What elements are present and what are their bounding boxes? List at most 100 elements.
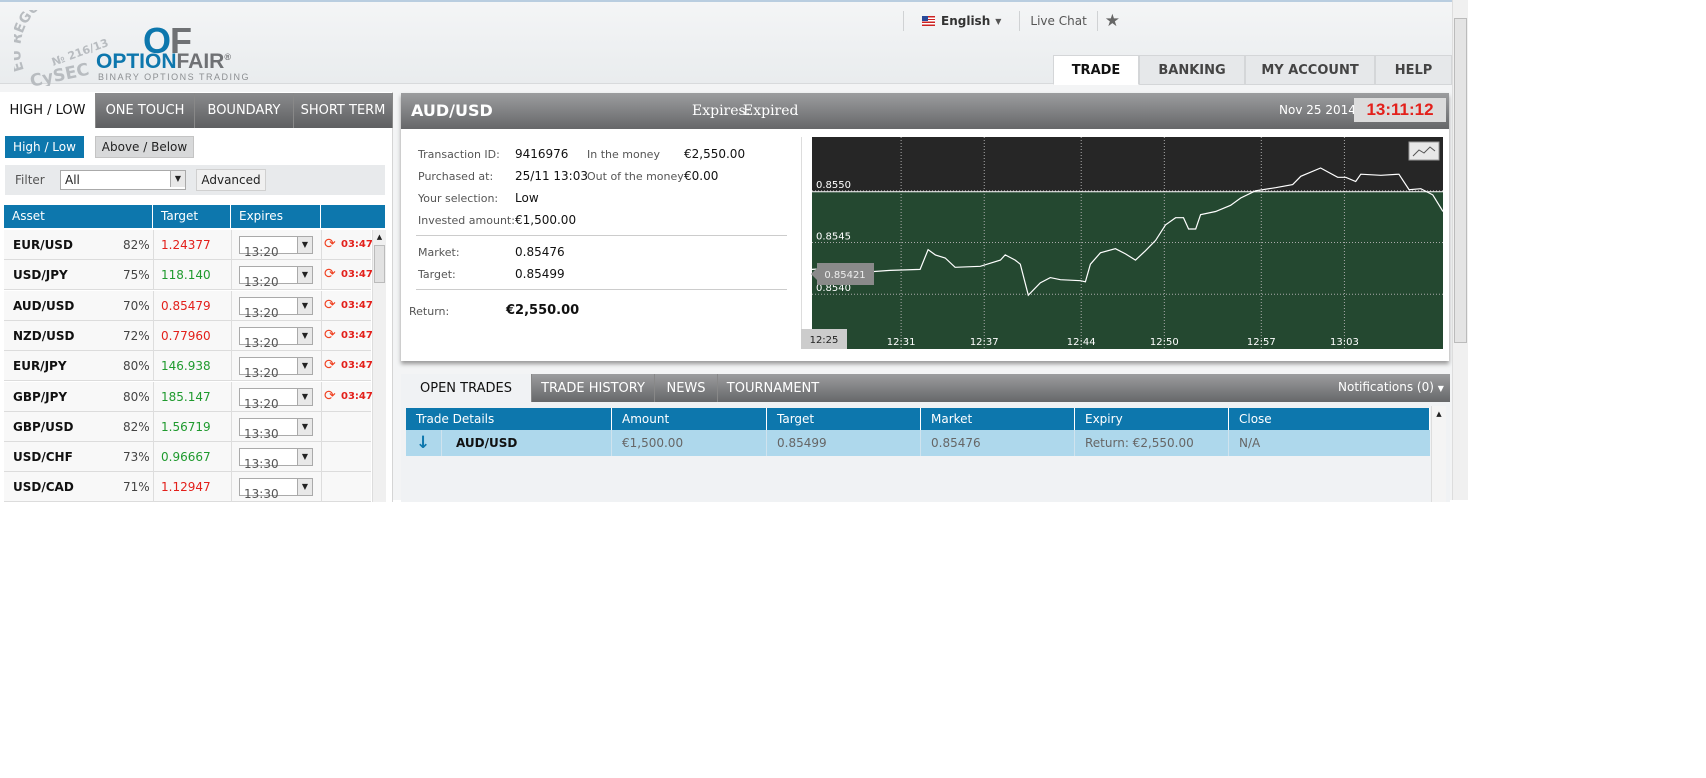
logo-tagline: BINARY OPTIONS TRADING (98, 72, 251, 82)
payout-pct: 82% (123, 419, 150, 434)
current-price-label: 0.85421 (824, 270, 865, 281)
expiry-select[interactable]: 13:30 ▼ (239, 417, 313, 441)
countdown-clock-icon: ⟳ (324, 266, 336, 283)
panel-asset: AUD/USD (411, 101, 493, 120)
start-time-label: 12:25 (810, 335, 839, 346)
expiry-select[interactable]: 13:20 ▼ (239, 357, 313, 380)
divider (416, 235, 787, 236)
subtab-above-below[interactable]: Above / Below (95, 136, 194, 158)
market-value: 0.85476 (515, 245, 565, 259)
asset-row[interactable]: USD/CAD 71% 1.12947 13:30 ▼ (4, 472, 371, 503)
filter-select[interactable]: All ▼ (60, 170, 186, 190)
page-scroll-thumb[interactable] (1454, 18, 1467, 343)
payout-pct: 75% (123, 268, 150, 283)
expiry-select[interactable]: 13:20 ▼ (239, 266, 313, 289)
trades-scrollbar[interactable]: ▲ (1431, 406, 1446, 502)
expiry-value: 13:20 (244, 396, 279, 411)
start-time-tag (801, 329, 847, 349)
dropdown-arrow-icon: ▼ (297, 358, 312, 375)
tab-tournament[interactable]: TOURNAMENT (726, 380, 820, 396)
col-target: Target (767, 408, 921, 430)
nav-tab-banking[interactable]: BANKING (1139, 55, 1245, 85)
logo-name[interactable]: OPTIONFAIR® (96, 50, 231, 73)
asset-row[interactable]: NZD/USD 72% 0.77960 13:20 ▼ ⟳ 03:47 (4, 320, 373, 351)
nav-tab-my-account[interactable]: MY ACCOUNT (1245, 55, 1375, 85)
otm-value: €0.00 (684, 169, 719, 183)
scroll-thumb[interactable] (374, 245, 385, 283)
notifications-dropdown[interactable]: Notifications (0) ▼ (1338, 380, 1444, 394)
expires-value: Expired (743, 103, 799, 119)
asset-name: AUD/USD (13, 298, 75, 313)
expiry-select[interactable]: 13:20 ▼ (239, 296, 313, 320)
payout-pct: 70% (123, 298, 150, 313)
expiry-select[interactable]: 13:20 ▼ (239, 326, 313, 350)
live-chat-link[interactable]: Live Chat (1030, 14, 1087, 28)
countdown-timer: 03:47 (341, 360, 373, 372)
expiry-select[interactable]: 13:20 ▼ (239, 236, 313, 259)
notifications-label: Notifications (0) (1338, 380, 1434, 394)
language-selector[interactable]: English ▼ (922, 14, 1001, 28)
caret-down-icon: ▼ (995, 16, 1002, 26)
chart-area-above (812, 137, 1443, 192)
filter-label: Filter (15, 173, 45, 187)
asset-row[interactable]: EUR/USD 82% 1.24377 13:20 ▼ ⟳ 03:47 (4, 230, 373, 260)
star-icon[interactable]: ★ (1104, 11, 1121, 31)
asset-list-scrollbar[interactable]: ▲ (372, 230, 386, 502)
expiry-value: 13:30 (244, 426, 279, 441)
y-tick-label: 0.8550 (816, 180, 851, 191)
scroll-up-icon[interactable]: ▲ (376, 233, 383, 241)
tab-high-low[interactable]: HIGH / LOW (0, 93, 96, 128)
payout-pct: 80% (123, 359, 150, 374)
expiry-value: 13:20 (244, 245, 279, 259)
otm-label: Out of the money (587, 170, 684, 183)
countdown-clock-icon: ⟳ (324, 326, 336, 343)
asset-row[interactable]: GBP/USD 82% 1.56719 13:30 ▼ (4, 411, 371, 442)
x-tick-label: 12:37 (970, 337, 999, 348)
expires-label: Expires: (692, 103, 751, 119)
current-price-tag (817, 263, 874, 285)
tab-open-trades[interactable]: OPEN TRADES (401, 374, 532, 402)
chart-area-below (812, 191, 1443, 349)
asset-row[interactable]: EUR/JPY 80% 146.938 13:20 ▼ ⟳ 03:47 (4, 351, 373, 382)
subtab-high-low[interactable]: High / Low (5, 136, 84, 158)
trade-target: 0.85499 (767, 430, 921, 456)
expiry-value: 13:20 (244, 335, 279, 350)
nav-tab-trade[interactable]: TRADE (1053, 55, 1139, 85)
trade-panel-header: AUD/USD Expires: Expired Nov 25 2014 13:… (401, 93, 1449, 129)
expiry-select[interactable]: 13:20 ▼ (239, 387, 313, 411)
payout-pct: 71% (123, 480, 150, 495)
tab-trade-history[interactable]: TRADE HISTORY (532, 374, 655, 402)
return-label: Return: (409, 305, 450, 318)
chart-type-button[interactable] (1408, 141, 1440, 161)
tab-short-term[interactable]: SHORT TERM (294, 93, 393, 128)
nav-tab-help[interactable]: HELP (1375, 55, 1452, 85)
tab-news[interactable]: NEWS (655, 374, 718, 402)
price-chart[interactable]: 12:31 12:37 12:44 12:50 12:57 13:03 0.8550 0.85… (801, 137, 1443, 350)
trade-expiry: Return: €2,550.00 (1075, 430, 1229, 456)
x-tick-label: 12:31 (887, 337, 916, 348)
countdown-clock-icon: ⟳ (324, 357, 336, 374)
col-market: Market (921, 408, 1075, 430)
expiry-select[interactable]: 13:30 ▼ (239, 478, 313, 501)
countdown-timer: 03:47 (341, 329, 373, 341)
itm-label: In the money (587, 148, 660, 161)
expiry-value: 13:20 (244, 275, 279, 290)
transaction-id: 9416976 (515, 147, 569, 161)
expiry-select[interactable]: 13:30 ▼ (239, 448, 313, 471)
asset-row[interactable]: GBP/JPY 80% 185.147 13:20 ▼ ⟳ 03:47 (4, 381, 373, 412)
trade-row[interactable] (406, 430, 1430, 456)
tab-one-touch[interactable]: ONE TOUCH (96, 93, 195, 128)
page-scrollbar[interactable] (1452, 0, 1468, 500)
target-price: 0.77960 (161, 328, 211, 343)
expiry-value: 13:30 (244, 487, 279, 502)
purchased-label: Purchased at: (418, 170, 494, 183)
col-timer (321, 205, 386, 228)
asset-row[interactable]: AUD/USD 70% 0.85479 13:20 ▼ ⟳ 03:47 (4, 290, 373, 321)
tab-boundary[interactable]: BOUNDARY (195, 93, 294, 128)
asset-row[interactable]: USD/JPY 75% 118.140 13:20 ▼ ⟳ 03:47 (4, 260, 373, 291)
asset-name: EUR/USD (13, 238, 73, 252)
advanced-button[interactable]: Advanced (196, 169, 266, 191)
target-value: 0.85499 (515, 267, 565, 281)
asset-row[interactable]: USD/CHF 73% 0.96667 13:30 ▼ (4, 442, 371, 473)
